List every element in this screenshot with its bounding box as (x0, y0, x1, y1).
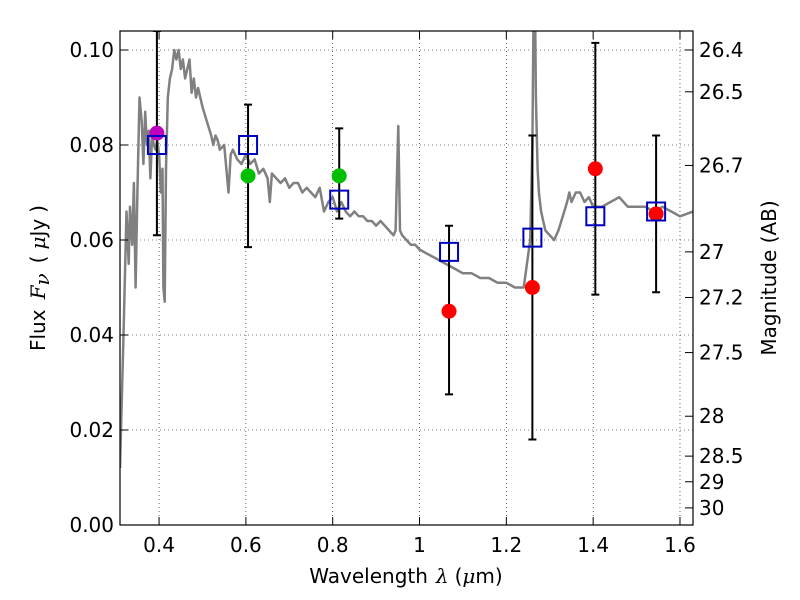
y2-tick-label-1: 26.5 (699, 80, 744, 104)
y2-axis-label: Magnitude (AB) (757, 200, 781, 355)
y2-tick-label-8: 29 (699, 470, 724, 494)
x-tick-label-2: 0.8 (317, 533, 349, 557)
observed-red-point-2 (587, 161, 603, 177)
y2-tick-label-9: 30 (699, 496, 724, 520)
observed-green-point-0 (240, 168, 256, 184)
y-axis-label-mu: μ (26, 237, 50, 250)
y2-tick-label-6: 28 (699, 404, 724, 428)
axis-ticks: 0.4 0.6 0.8 1 1.2 1.4 1.6 0.00 0.02 0.04 0.06 0.08 0… (69, 31, 744, 557)
y-axis-label-f: F (26, 284, 50, 300)
x-tick-label-0: 0.4 (143, 533, 175, 557)
model-photometry-point-4 (522, 227, 543, 248)
model-photometry-point-1 (238, 135, 259, 155)
model-photometry-point-0 (146, 135, 167, 155)
y-tick-label-5: 0.10 (69, 38, 114, 62)
model-spectrum-line (120, 31, 693, 469)
y-tick-label-3: 0.06 (69, 228, 114, 252)
model-spectrum (120, 31, 693, 469)
x-axis-label-lambda: λ (435, 564, 449, 588)
observed-violet-point-0 (149, 125, 165, 141)
y-tick-label-0: 0.00 (69, 513, 114, 537)
observed-red-point-0 (441, 303, 457, 319)
x-axis-label-unit: m) (475, 564, 502, 588)
model-photometry-point-3 (439, 241, 460, 262)
observed-green-point-1 (331, 168, 347, 184)
error-bars (152, 31, 661, 441)
x-axis-label: Wavelength λ (μm) (309, 564, 502, 588)
data-markers (146, 125, 667, 319)
y2-tick-label-3: 27 (699, 240, 724, 264)
y-tick-label-4: 0.08 (69, 133, 114, 157)
y-tick-label-2: 0.04 (69, 323, 114, 347)
observed-red-point-1 (524, 280, 540, 295)
y-axis-label-text: Flux (26, 309, 50, 351)
plot-area (120, 31, 693, 469)
model-photometry-point-5 (585, 206, 606, 227)
model-photometry-point-2 (329, 189, 350, 210)
x-tick-label-4: 1.2 (490, 533, 522, 557)
y-axis-label-unit: Jy (26, 219, 50, 239)
observed-red-point-3 (648, 206, 664, 222)
y2-tick-label-5: 27.5 (699, 341, 744, 365)
x-tick-label-1: 0.6 (230, 533, 262, 557)
x-axis-label-text: Wavelength (309, 564, 428, 588)
model-photometry-point-6 (646, 201, 667, 222)
y2-tick-label-2: 26.7 (699, 153, 744, 177)
x-tick-label-6: 1.6 (664, 533, 696, 557)
y-axis-label: Flux Fν ( μJy) (26, 205, 54, 351)
x-tick-label-5: 1.4 (577, 533, 609, 557)
y2-tick-label-7: 28.5 (699, 444, 744, 468)
y-axis-label-nu: ν (30, 273, 54, 285)
y2-tick-label-0: 26.4 (699, 38, 744, 62)
y-axis-label-open: ( (26, 256, 50, 264)
x-axis-label-paren: ( (455, 564, 463, 588)
x-tick-label-3: 1 (413, 533, 426, 557)
x-axis-label-mu: μ (462, 564, 475, 588)
y2-tick-label-4: 27.2 (699, 285, 744, 309)
y-axis-label-close: ) (26, 205, 50, 213)
y-tick-label-1: 0.02 (69, 418, 114, 442)
grid (120, 31, 693, 526)
plot-frame (119, 30, 694, 526)
